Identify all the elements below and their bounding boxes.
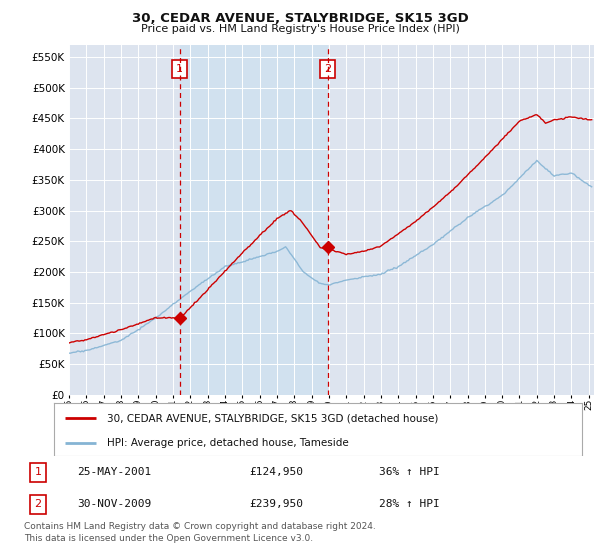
Text: 1: 1: [176, 64, 183, 74]
Text: 2: 2: [324, 64, 331, 74]
Text: £124,950: £124,950: [250, 468, 304, 478]
Text: 28% ↑ HPI: 28% ↑ HPI: [379, 500, 440, 510]
Text: 30, CEDAR AVENUE, STALYBRIDGE, SK15 3GD (detached house): 30, CEDAR AVENUE, STALYBRIDGE, SK15 3GD …: [107, 413, 438, 423]
Text: 1: 1: [35, 468, 41, 478]
Text: 36% ↑ HPI: 36% ↑ HPI: [379, 468, 440, 478]
Text: £239,950: £239,950: [250, 500, 304, 510]
Bar: [179, 45, 328, 395]
Text: Price paid vs. HM Land Registry's House Price Index (HPI): Price paid vs. HM Land Registry's House …: [140, 24, 460, 34]
Text: 2: 2: [35, 500, 41, 510]
Text: 30, CEDAR AVENUE, STALYBRIDGE, SK15 3GD: 30, CEDAR AVENUE, STALYBRIDGE, SK15 3GD: [131, 12, 469, 25]
Text: 30-NOV-2009: 30-NOV-2009: [77, 500, 152, 510]
Text: HPI: Average price, detached house, Tameside: HPI: Average price, detached house, Tame…: [107, 438, 349, 448]
Text: 25-MAY-2001: 25-MAY-2001: [77, 468, 152, 478]
Text: Contains HM Land Registry data © Crown copyright and database right 2024.
This d: Contains HM Land Registry data © Crown c…: [24, 522, 376, 543]
